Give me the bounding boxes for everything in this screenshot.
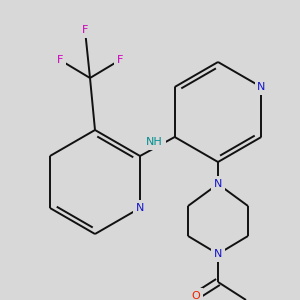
Text: F: F	[82, 25, 88, 35]
Text: O: O	[192, 291, 200, 300]
Text: NH: NH	[146, 137, 163, 147]
Text: N: N	[257, 82, 266, 92]
Text: F: F	[57, 55, 63, 65]
Text: N: N	[136, 203, 144, 213]
Text: F: F	[117, 55, 123, 65]
Text: N: N	[214, 249, 222, 259]
Text: N: N	[214, 179, 222, 189]
